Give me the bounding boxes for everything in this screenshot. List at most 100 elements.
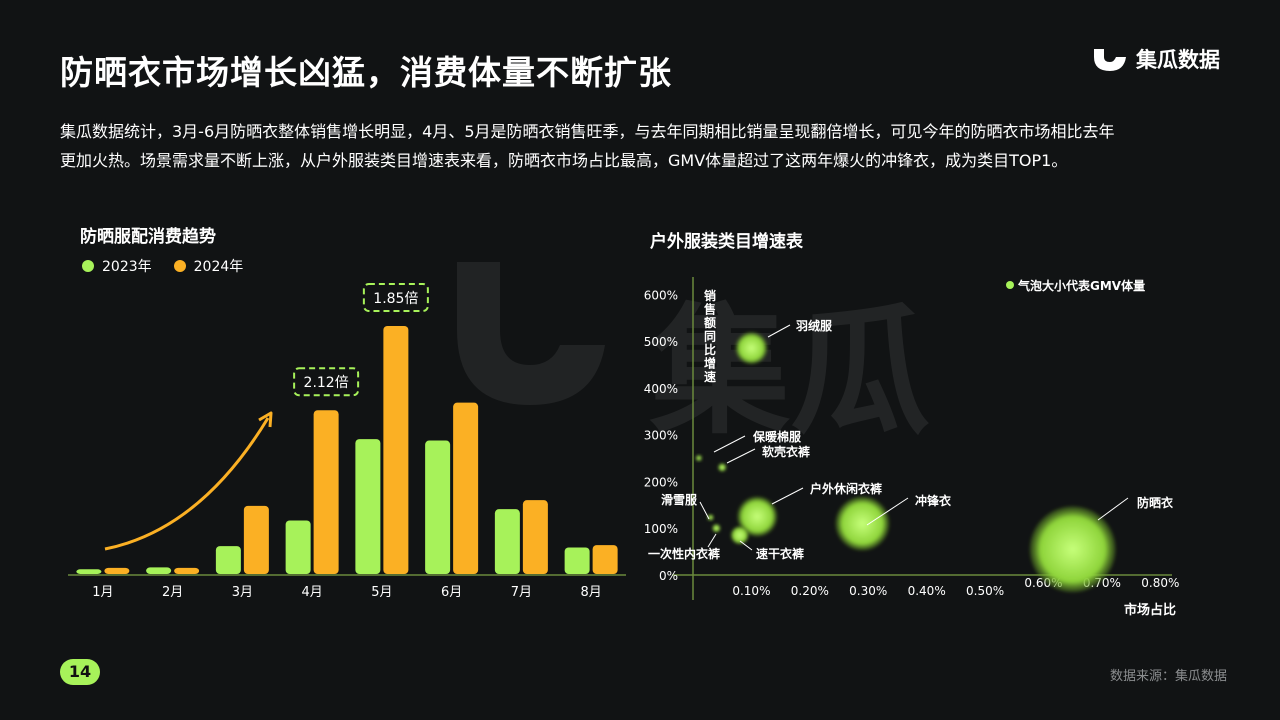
y-axis-label-char: 售: [704, 302, 716, 317]
leader-line: [866, 497, 909, 526]
leader-line: [699, 501, 710, 520]
legend-bubble-dot: [1006, 281, 1014, 289]
bar-2024: [243, 505, 269, 574]
bar-2023: [146, 567, 172, 574]
legend-label: 2024年: [193, 259, 244, 275]
bubble-label: 速干衣裤: [756, 546, 804, 561]
x-tick-label: 5月: [371, 585, 392, 600]
x-tick-label: 0.10%: [732, 584, 770, 598]
bar-2024: [383, 325, 409, 574]
bubble-point: [735, 332, 768, 365]
description-line: 更加火热。场景需求量不断上涨，从户外服装类目增速表来看，防晒衣市场占比最高，GM…: [60, 151, 1068, 170]
legend-item-2023: 2023年: [82, 256, 152, 276]
growth-annotation-label: 2.12倍: [304, 375, 349, 391]
leader-line: [1097, 497, 1129, 521]
x-tick-label: 6月: [441, 585, 462, 600]
bar-2023: [76, 569, 102, 574]
legend-dot-green: [82, 260, 94, 272]
x-tick-label: 7月: [511, 585, 532, 600]
y-axis-label-char: 增: [704, 356, 716, 371]
bar-2023: [494, 509, 520, 574]
x-tick-label: 0.30%: [849, 584, 887, 598]
description: 集瓜数据统计，3月-6月防晒衣整体销售增长明显，4月、5月是防晒衣销售旺季，与去…: [60, 117, 1230, 175]
bar-chart-legend: 2023年 2024年: [82, 256, 243, 276]
y-axis-label-char: 速: [704, 369, 716, 384]
bar-2023: [285, 520, 311, 574]
bar-2023: [564, 547, 590, 574]
watermark-text: 集瓜: [649, 291, 930, 454]
bar-2024: [453, 402, 479, 574]
y-tick-label: 200%: [644, 475, 678, 489]
growth-annotation-box: [293, 367, 360, 397]
page-number: 14: [60, 659, 100, 685]
growth-annotation-box: [362, 282, 429, 312]
page-title: 防晒衣市场增长凶猛，消费体量不断扩张: [60, 53, 672, 92]
bar-2024: [522, 500, 548, 574]
bubble-point: [1029, 506, 1116, 593]
bubble-label: 滑雪服: [661, 492, 698, 507]
x-tick-label: 3月: [232, 585, 253, 600]
brand: 集瓜数据: [1092, 44, 1220, 74]
legend-label: 2023年: [102, 259, 152, 275]
brand-logo-icon: [1094, 49, 1126, 71]
growth-annotation-label: 1.85倍: [373, 291, 418, 307]
y-tick-label: 600%: [644, 288, 678, 302]
leader-line: [739, 540, 753, 551]
bar-2023: [425, 440, 451, 574]
bubble-label: 羽绒服: [796, 318, 833, 333]
bubble-point: [695, 455, 702, 462]
x-tick-label: 0.20%: [791, 584, 829, 598]
leader-line: [771, 487, 804, 505]
bar-2024: [592, 545, 618, 574]
y-tick-label: 0%: [659, 569, 678, 583]
x-tick-label: 8月: [580, 585, 601, 600]
bubble-label: 保暖棉服: [752, 429, 802, 444]
x-tick-label: 0.50%: [966, 584, 1004, 598]
x-tick-label: 0.80%: [1141, 576, 1179, 590]
y-axis-label-char: 比: [704, 342, 716, 357]
bubble-chart-title: 户外服装类目增速表: [650, 232, 803, 252]
bar-2024: [104, 567, 130, 574]
y-axis-label-char: 同: [704, 330, 716, 344]
leader-line: [767, 324, 791, 338]
bar-2024: [313, 410, 339, 574]
bubble-label: 防晒衣: [1137, 495, 1173, 510]
legend-item-2024: 2024年: [173, 256, 244, 276]
bubble-point: [712, 524, 721, 533]
brand-name: 集瓜数据: [1136, 48, 1220, 72]
bubble-label: 一次性内衣裤: [648, 546, 720, 561]
leader-line: [707, 533, 717, 548]
x-tick-label: 1月: [92, 585, 113, 600]
legend-dot-orange: [173, 260, 186, 272]
bubble-point: [835, 496, 890, 551]
bar-chart: 1月 2月 3月 4月 5月 6月 7月 8月 2.12倍 1.85倍: [68, 282, 626, 600]
y-tick-label: 300%: [644, 429, 678, 443]
description-line: 集瓜数据统计，3月-6月防晒衣整体销售增长明显，4月、5月是防晒衣销售旺季，与去…: [60, 122, 1115, 141]
bar-2023: [215, 546, 241, 574]
bubble-point: [737, 496, 778, 537]
y-axis-label-char: 额: [704, 315, 716, 330]
trend-arrow-head: [258, 411, 273, 428]
bar-2024: [174, 567, 200, 574]
y-tick-label: 100%: [644, 522, 678, 536]
trend-arrow-line: [104, 417, 270, 551]
bubble-label: 冲锋衣: [915, 493, 951, 508]
x-tick-label: 2月: [162, 585, 183, 600]
legend-label: 气泡大小代表GMV体量: [1017, 278, 1145, 293]
y-tick-label: 500%: [644, 335, 678, 349]
y-axis-label-char: 销: [704, 288, 716, 303]
leader-line: [726, 448, 756, 464]
x-tick-label: 4月: [301, 585, 322, 600]
y-axis-label: 销售额同比增速: [704, 288, 716, 384]
leader-line: [713, 435, 746, 453]
bubble-label: 软壳衣裤: [762, 444, 810, 459]
bubble-label: 户外休闲衣裤: [810, 481, 882, 496]
bubble-point: [730, 526, 749, 545]
x-axis-label: 市场占比: [1124, 602, 1176, 618]
x-tick-label: 0.40%: [908, 584, 946, 598]
y-tick-label: 400%: [644, 382, 678, 396]
data-source: 数据来源：集瓜数据: [1110, 669, 1228, 684]
bar-2023: [355, 439, 381, 574]
